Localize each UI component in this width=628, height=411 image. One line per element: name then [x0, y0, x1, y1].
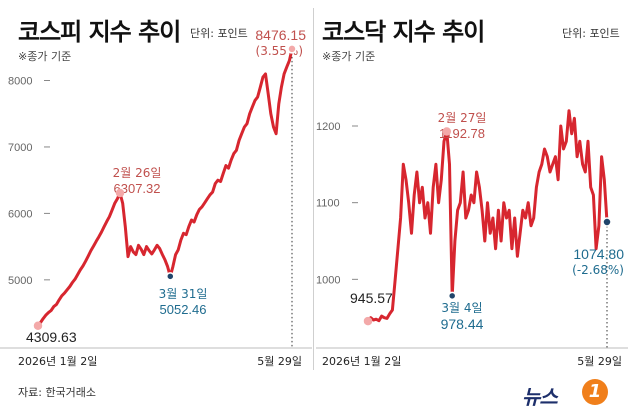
source-note: 자료: 한국거래소 — [18, 386, 97, 399]
kosdaq-end-marker — [602, 217, 612, 227]
kospi-unit: 단위: 포인트 — [190, 27, 248, 40]
kospi-peak-date: 2월 26일 — [113, 166, 162, 180]
kosdaq-note: ※종가 기준 — [322, 50, 376, 63]
kosdaq-ytick-label: 1100 — [316, 198, 340, 210]
kospi-note: ※종가 기준 — [18, 50, 72, 63]
kospi-peak-value: 6307.32 — [114, 181, 161, 196]
kospi-end-marker — [287, 44, 297, 54]
kosdaq-low-date: 3월 4일 — [441, 301, 482, 315]
kospi-low-marker — [166, 272, 175, 281]
kospi-panel: 코스피 지수 추이 단위: 포인트 ※종가 기준 5000 6000 7000 800… — [0, 0, 312, 378]
kosdaq-ytick-label: 1200 — [316, 121, 340, 133]
kospi-chart: 5000 6000 7000 8000 2026년 1월 2일 5월 29일 4309… — [0, 27, 312, 368]
kospi-ytick-label: 6000 — [8, 208, 32, 220]
kosdaq-title: 코스닥 지수 추이 — [322, 18, 485, 46]
kospi-start-marker — [33, 321, 43, 330]
kosdaq-unit: 단위: 포인트 — [562, 27, 620, 40]
logo-badge: 1 — [582, 379, 608, 405]
kospi-peak-marker — [115, 188, 125, 198]
kosdaq-end-value: 1074.80 — [573, 246, 624, 262]
kosdaq-peak-marker — [442, 127, 452, 136]
kosdaq-end-change: (-2.68%) — [572, 263, 624, 277]
logo-text: 뉴스 — [522, 385, 558, 409]
news1-logo: 뉴스 1 — [522, 376, 622, 409]
kospi-end-value: 8476.15 — [255, 27, 306, 43]
kospi-ytick-label: 7000 — [8, 142, 32, 154]
kospi-ytick-label: 8000 — [8, 76, 32, 88]
kospi-series-line — [36, 47, 294, 328]
kospi-low-date: 3월 31일 — [159, 287, 208, 301]
kosdaq-low-marker — [447, 291, 457, 301]
kosdaq-series-line — [366, 109, 609, 323]
kosdaq-peak-date: 2월 27일 — [438, 111, 487, 125]
kospi-x-end-label: 5월 29일 — [257, 354, 302, 368]
kosdaq-chart: 1000 1100 1200 2026년 1월 2일 5월 29일 945.57 2… — [316, 109, 628, 368]
kosdaq-panel: 코스닥 지수 추이 단위: 포인트 ※종가 기준 1000 1100 1200 20… — [316, 0, 628, 378]
kosdaq-start-value: 945.57 — [350, 290, 393, 306]
panel-divider — [313, 8, 314, 370]
kosdaq-start-marker — [363, 316, 373, 326]
kospi-x-start-label: 2026년 1월 2일 — [18, 354, 97, 368]
kosdaq-x-end-label: 5월 29일 — [577, 354, 622, 368]
kospi-ytick-label: 5000 — [8, 275, 32, 287]
kospi-start-value: 4309.63 — [26, 329, 77, 345]
kospi-title: 코스피 지수 추이 — [18, 18, 181, 46]
kosdaq-ytick-label: 1000 — [316, 274, 340, 286]
kospi-low-value: 5052.46 — [160, 302, 207, 317]
kosdaq-x-start-label: 2026년 1월 2일 — [322, 354, 401, 368]
kosdaq-low-value: 978.44 — [441, 316, 484, 332]
